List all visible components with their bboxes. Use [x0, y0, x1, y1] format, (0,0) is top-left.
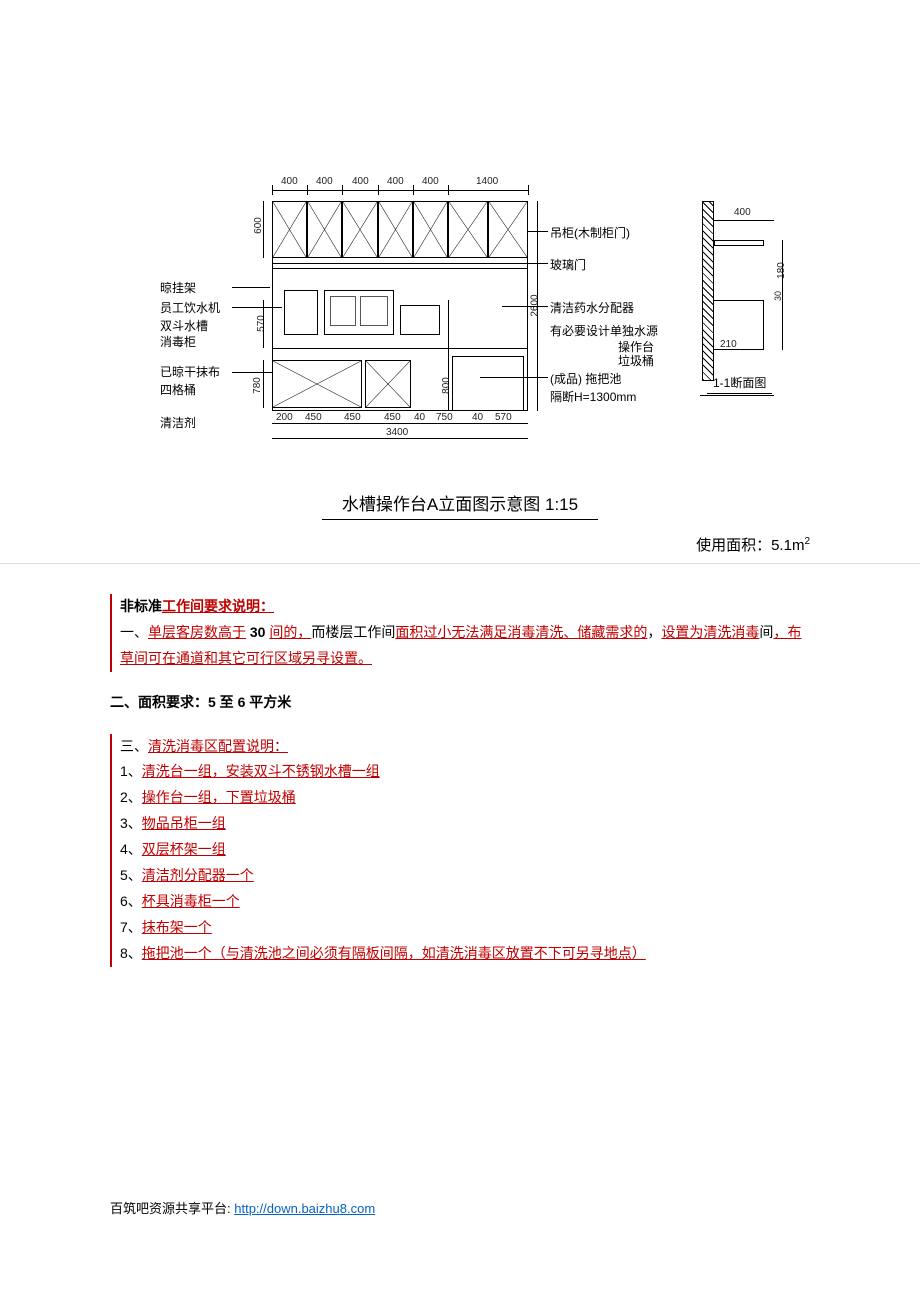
h0b: 工作间要求说明： — [162, 598, 274, 614]
label-l7: 清洁剂 — [160, 414, 196, 431]
li1b: 清洗台一组，安装双斗不锈钢水槽一组 — [142, 763, 380, 779]
page: 400 400 400 400 400 1400 600 570 — [0, 0, 920, 1302]
p1d: 间的， — [269, 624, 311, 640]
footer-prefix: 百筑吧资源共享平台: — [110, 1201, 234, 1216]
dim-780: 780 — [252, 377, 263, 394]
dim-top-1: 400 — [281, 176, 298, 187]
cabinet-1 — [272, 201, 307, 258]
label-r8: 隔断H=1300mm — [550, 388, 636, 405]
li1a: 1、 — [120, 763, 142, 779]
lower-cab-2 — [365, 360, 411, 408]
dim-800: 800 — [441, 377, 452, 394]
label-r4: 有必要设计单独水源 — [550, 322, 658, 339]
li7b: 抹布架一个 — [142, 919, 212, 935]
area-line: 使用面积：5.1m2 — [0, 534, 920, 555]
label-l2: 员工饮水机 — [160, 299, 220, 316]
area-unit: m — [792, 537, 805, 554]
dim-b-8: 570 — [495, 412, 512, 423]
p1f: 面积过小无法满足消毒清洗、储藏需求的 — [395, 624, 647, 640]
cabinet-6 — [448, 201, 488, 258]
label-l1: 晾挂架 — [160, 279, 196, 296]
cabinet-7 — [488, 201, 528, 258]
dim-top-6: 1400 — [476, 176, 498, 187]
dim-top-5: 400 — [422, 176, 439, 187]
cabinet-3 — [342, 201, 378, 258]
li5a: 5、 — [120, 867, 142, 883]
dim-top-line — [272, 190, 528, 191]
section-wall — [702, 201, 714, 381]
p1i: 间 — [759, 624, 773, 640]
cabinet-4 — [378, 201, 413, 258]
section-intro: 非标准工作间要求说明： 一、单层客房数高于 30 间的，而楼层工作间面积过小无法… — [110, 594, 815, 672]
dim-b-6: 750 — [436, 412, 453, 423]
label-r6: 垃圾桶 — [618, 352, 654, 369]
sdim-210: 210 — [720, 339, 737, 350]
li6a: 6、 — [120, 893, 142, 909]
label-l3: 双斗水槽 — [160, 317, 208, 334]
li5b: 清洁剂分配器一个 — [142, 867, 254, 883]
diagram-title-block: 水槽操作台A立面图示意图 1:15 — [0, 490, 920, 520]
p3h: 三、 — [120, 738, 148, 754]
p1e: 而楼层工作间 — [311, 624, 395, 640]
diagram-title: 水槽操作台A立面图示意图 1:15 — [322, 490, 598, 520]
content: 非标准工作间要求说明： 一、单层客房数高于 30 间的，而楼层工作间面积过小无法… — [0, 564, 920, 967]
p1c: 30 — [246, 624, 269, 640]
area-sup: 2 — [804, 536, 810, 547]
section-shelf — [714, 240, 764, 246]
area-label: 使用面积： — [696, 537, 771, 554]
footer: 百筑吧资源共享平台: http://down.baizhu8.com — [110, 1198, 375, 1217]
dim-top-4: 400 — [387, 176, 404, 187]
dim-b-3: 450 — [344, 412, 361, 423]
dim-570: 570 — [256, 315, 267, 332]
li3a: 3、 — [120, 815, 142, 831]
section-config: 三、清洗消毒区配置说明： 1、清洗台一组，安装双斗不锈钢水槽一组 2、操作台一组… — [110, 734, 815, 967]
p3t: 清洗消毒区配置说明： — [148, 738, 288, 754]
li8b: 拖把池一个（与清洗池之间必须有隔板间隔，如清洗消毒区放置不下可另寻地点） — [142, 945, 646, 961]
label-l4: 消毒柜 — [160, 333, 196, 350]
lower-cab-1 — [272, 360, 362, 408]
dim-top-2: 400 — [316, 176, 333, 187]
cabinet-2 — [307, 201, 342, 258]
worktop — [400, 305, 440, 335]
section-title: 1-1断面图 — [707, 374, 772, 394]
p1g: ， — [647, 624, 661, 640]
label-r7: (成品) 拖把池 — [550, 370, 621, 387]
counter — [272, 348, 528, 349]
dim-b-4: 450 — [384, 412, 401, 423]
cabinet-5 — [413, 201, 448, 258]
label-r3: 清洁药水分配器 — [550, 299, 634, 316]
p1b: 单层客房数高于 — [148, 624, 246, 640]
water-dispenser — [284, 290, 318, 335]
p1h: 设置为清洗消毒 — [661, 624, 759, 640]
footer-link[interactable]: http://down.baizhu8.com — [234, 1201, 375, 1216]
label-l6: 四格桶 — [160, 381, 196, 398]
label-l5: 已晾干抹布 — [160, 363, 220, 380]
li4b: 双层杯架一组 — [142, 841, 226, 857]
label-r2: 玻璃门 — [550, 256, 586, 273]
section-area: 二、面积要求：5 至 6 平方米 — [110, 690, 815, 716]
h0a: 非标准 — [120, 598, 162, 614]
p2: 二、面积要求：5 至 6 平方米 — [110, 694, 291, 710]
dim-600: 600 — [253, 217, 264, 234]
shelf-top — [272, 263, 528, 269]
li6b: 杯具消毒柜一个 — [142, 893, 240, 909]
dim-b-1: 200 — [276, 412, 293, 423]
area-value: 5.1 — [771, 537, 792, 554]
dim-b-5: 40 — [414, 412, 425, 423]
p1a: 一、 — [120, 624, 148, 640]
dim-b-total: 3400 — [386, 427, 408, 438]
mop-sink — [452, 356, 524, 411]
dim-b-7: 40 — [472, 412, 483, 423]
li2b: 操作台一组，下置垃圾桶 — [142, 789, 296, 805]
li7a: 7、 — [120, 919, 142, 935]
sdim-top: 400 — [734, 207, 751, 218]
label-r1: 吊柜(木制柜门) — [550, 224, 630, 241]
li8a: 8、 — [120, 945, 142, 961]
dim-top-3: 400 — [352, 176, 369, 187]
diagram: 400 400 400 400 400 1400 600 570 — [0, 0, 920, 480]
li2a: 2、 — [120, 789, 142, 805]
li4a: 4、 — [120, 841, 142, 857]
dim-b-2: 450 — [305, 412, 322, 423]
li3b: 物品吊柜一组 — [142, 815, 226, 831]
